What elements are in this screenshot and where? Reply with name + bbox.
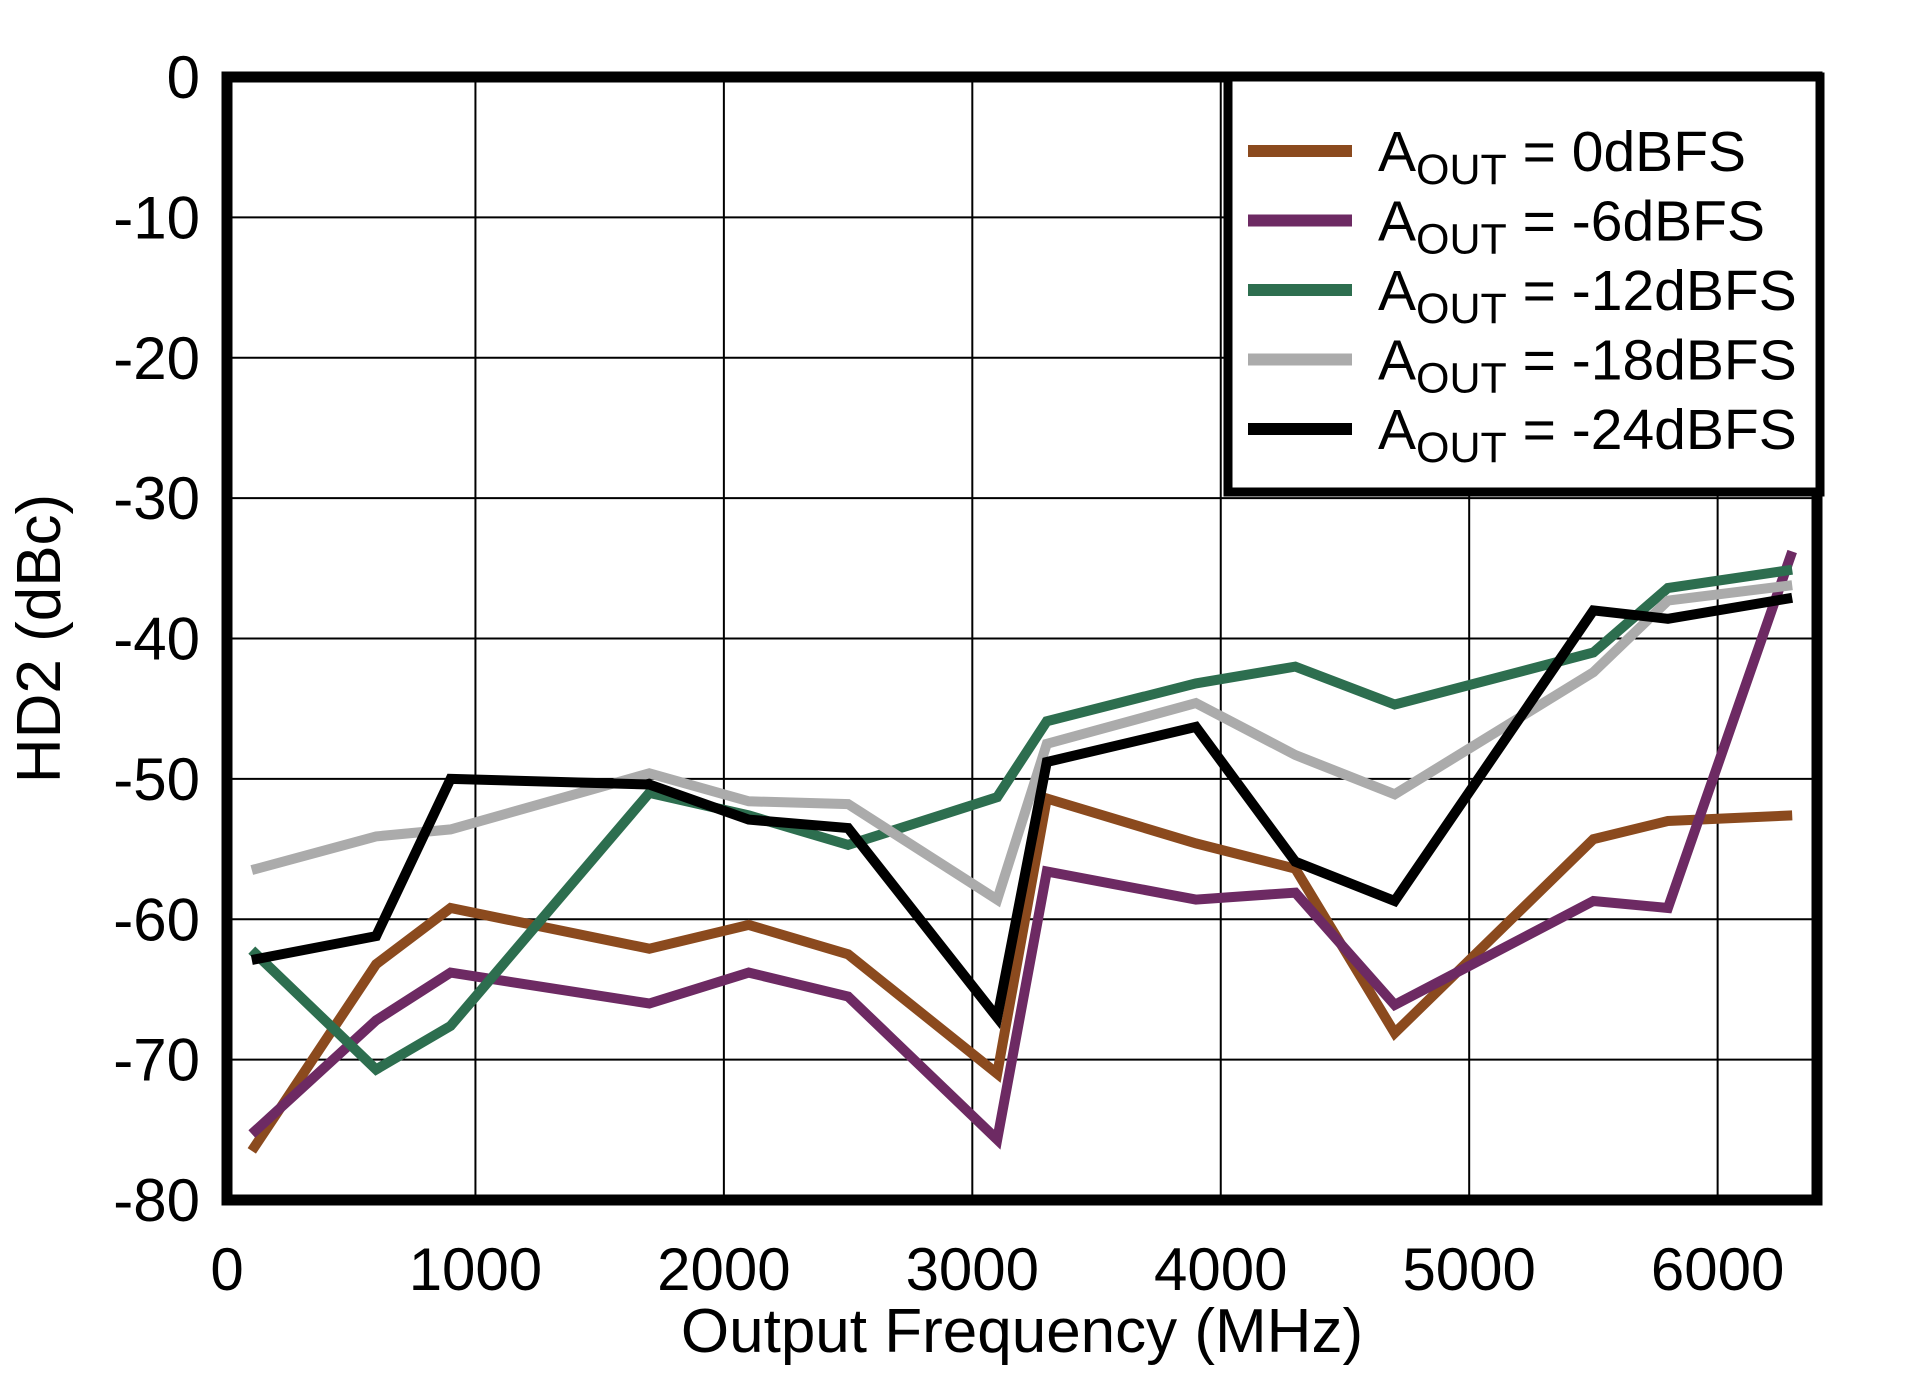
x-tick-label: 2000 [657, 1236, 790, 1303]
series-line--6dBFS [248, 549, 1797, 1150]
legend-label: AOUT = -24dBFS [1378, 398, 1797, 472]
y-tick-label: -10 [113, 184, 200, 251]
legend-label: AOUT = -6dBFS [1378, 190, 1765, 264]
y-tick-label: -80 [113, 1167, 200, 1234]
series-line--18dBFS [250, 580, 1793, 908]
x-tick-label: 4000 [1154, 1236, 1287, 1303]
x-axis-title: Output Frequency (MHz) [681, 1297, 1363, 1366]
legend-label: AOUT = -12dBFS [1378, 259, 1797, 333]
series-line-0dBFS [247, 792, 1793, 1154]
y-tick-label: -60 [113, 886, 200, 953]
x-tick-label: 3000 [906, 1236, 1039, 1303]
y-tick-label: 0 [167, 44, 200, 111]
legend-label: AOUT = -18dBFS [1378, 329, 1797, 403]
y-tick-label: -50 [113, 746, 200, 813]
y-axis-title: HD2 (dBc) [5, 494, 74, 783]
y-tick-label: -20 [113, 325, 200, 392]
y-tick-label: -40 [113, 606, 200, 673]
y-tick-label: -70 [113, 1027, 200, 1094]
x-tick-label: 0 [210, 1236, 243, 1303]
x-tick-label: 6000 [1651, 1236, 1784, 1303]
plot-border [221, 71, 1823, 1206]
x-tick-label: 5000 [1402, 1236, 1535, 1303]
y-tick-label: -30 [113, 465, 200, 532]
series-line--24dBFS [250, 592, 1794, 1030]
legend-label: AOUT = 0dBFS [1378, 120, 1746, 194]
x-tick-label: 1000 [409, 1236, 542, 1303]
